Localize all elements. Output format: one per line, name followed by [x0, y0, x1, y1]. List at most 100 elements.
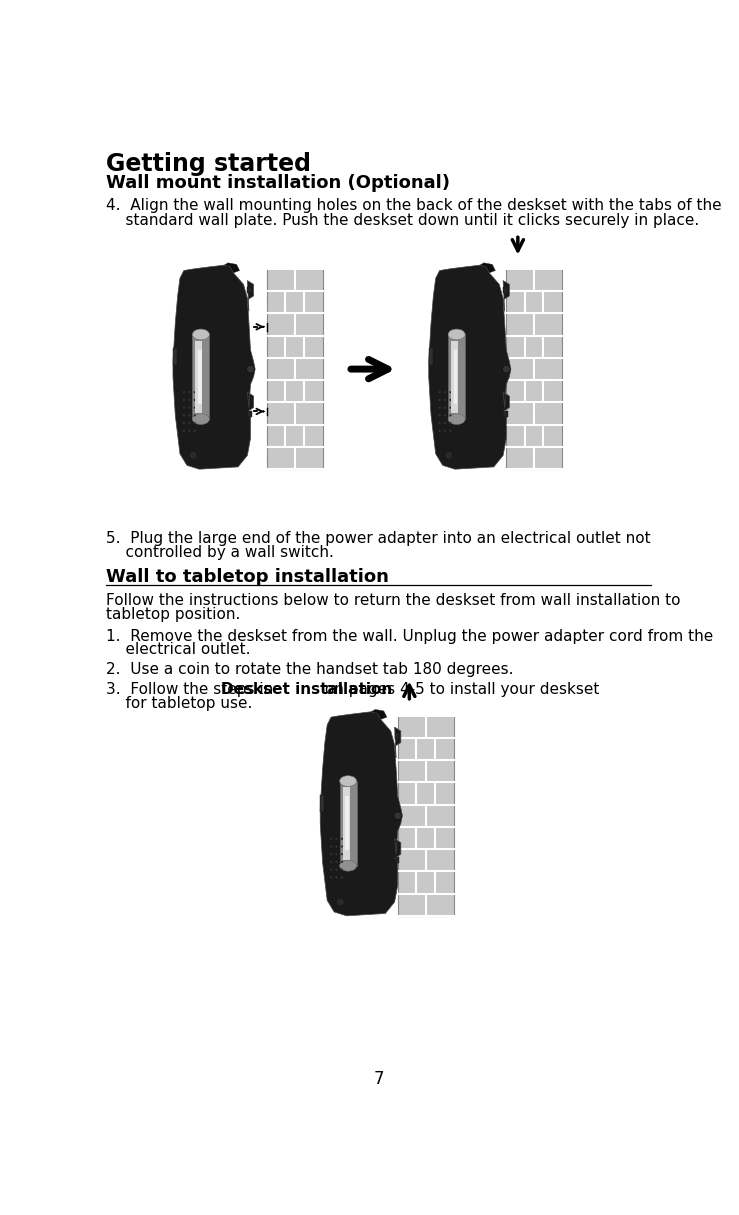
Circle shape [341, 837, 343, 840]
Bar [173, 349, 177, 366]
Polygon shape [372, 710, 387, 719]
Bar [267, 269, 322, 469]
Bar [320, 795, 324, 812]
Circle shape [183, 399, 185, 401]
Bar [454, 350, 457, 403]
Text: Wall mount installation (Optional): Wall mount installation (Optional) [106, 174, 450, 192]
Circle shape [183, 422, 185, 424]
Ellipse shape [192, 329, 209, 340]
Circle shape [189, 452, 197, 459]
Circle shape [336, 853, 338, 855]
Circle shape [438, 391, 440, 394]
Circle shape [336, 837, 338, 840]
Text: Follow the instructions below to return the deskset from wall installation to: Follow the instructions below to return … [106, 593, 681, 609]
Circle shape [444, 391, 446, 394]
Text: 5.  Plug the large end of the power adapter into an electrical outlet not: 5. Plug the large end of the power adapt… [106, 531, 651, 546]
Bar [503, 411, 508, 417]
Text: on pages 4-5 to install your deskset: on pages 4-5 to install your deskset [320, 683, 599, 697]
Circle shape [330, 853, 333, 855]
Circle shape [188, 422, 191, 424]
Text: 1.  Remove the deskset from the wall. Unplug the power adapter cord from the: 1. Remove the deskset from the wall. Unp… [106, 628, 714, 644]
Circle shape [336, 876, 338, 878]
Text: for tabletop use.: for tabletop use. [106, 696, 253, 711]
Ellipse shape [340, 775, 357, 786]
Circle shape [444, 422, 446, 424]
Polygon shape [480, 262, 495, 273]
Circle shape [449, 399, 452, 401]
Circle shape [330, 846, 333, 848]
Circle shape [330, 860, 333, 863]
Ellipse shape [448, 329, 465, 340]
Bar [506, 269, 562, 469]
Circle shape [194, 414, 196, 417]
Circle shape [341, 853, 343, 855]
Circle shape [444, 407, 446, 408]
Ellipse shape [448, 414, 465, 424]
Bar [395, 858, 399, 864]
Text: Wall to tabletop installation: Wall to tabletop installation [106, 567, 389, 586]
Text: controlled by a wall switch.: controlled by a wall switch. [106, 544, 334, 560]
Text: standard wall plate. Push the deskset down until it clicks securely in place.: standard wall plate. Push the deskset do… [106, 213, 700, 227]
Circle shape [183, 430, 185, 431]
Bar [343, 787, 350, 859]
Circle shape [188, 414, 191, 417]
Circle shape [449, 391, 452, 394]
Circle shape [341, 860, 343, 863]
Circle shape [188, 407, 191, 408]
Polygon shape [224, 262, 239, 273]
Circle shape [194, 391, 196, 394]
Circle shape [341, 876, 343, 878]
Text: Deskset installation: Deskset installation [221, 683, 392, 697]
Bar [248, 411, 252, 417]
Circle shape [194, 407, 196, 408]
Bar [503, 287, 508, 293]
Circle shape [438, 422, 440, 424]
Bar [448, 334, 465, 419]
Polygon shape [173, 265, 255, 469]
Circle shape [336, 860, 338, 863]
Bar [345, 797, 349, 850]
Circle shape [503, 366, 510, 373]
Circle shape [438, 414, 440, 417]
Circle shape [449, 407, 452, 408]
Polygon shape [429, 265, 511, 469]
Circle shape [444, 399, 446, 401]
Circle shape [341, 869, 343, 871]
Circle shape [188, 391, 191, 394]
Circle shape [449, 430, 452, 431]
Bar [398, 716, 454, 916]
Circle shape [183, 414, 185, 417]
Circle shape [438, 407, 440, 408]
Circle shape [341, 846, 343, 848]
Circle shape [336, 846, 338, 848]
Text: 4.  Align the wall mounting holes on the back of the deskset with the tabs of th: 4. Align the wall mounting holes on the … [106, 198, 722, 213]
Ellipse shape [340, 860, 357, 871]
Bar [395, 734, 399, 740]
Bar [429, 349, 432, 366]
Bar [248, 287, 252, 293]
Text: 3.  Follow the steps in: 3. Follow the steps in [106, 683, 279, 697]
Circle shape [444, 430, 446, 431]
Circle shape [194, 430, 196, 431]
Circle shape [445, 452, 453, 459]
Circle shape [336, 898, 344, 906]
Circle shape [438, 430, 440, 431]
Circle shape [394, 812, 401, 820]
Circle shape [330, 876, 333, 878]
Circle shape [188, 399, 191, 401]
Circle shape [449, 422, 452, 424]
Bar [198, 350, 202, 403]
Circle shape [188, 430, 191, 431]
Text: tabletop position.: tabletop position. [106, 608, 241, 622]
Polygon shape [320, 712, 402, 916]
Circle shape [194, 399, 196, 401]
Text: Getting started: Getting started [106, 152, 311, 176]
Circle shape [183, 407, 185, 408]
Circle shape [336, 869, 338, 871]
Circle shape [330, 869, 333, 871]
Text: electrical outlet.: electrical outlet. [106, 643, 251, 657]
Circle shape [449, 414, 452, 417]
Bar [340, 781, 357, 866]
Ellipse shape [192, 414, 209, 424]
Bar [195, 340, 202, 413]
